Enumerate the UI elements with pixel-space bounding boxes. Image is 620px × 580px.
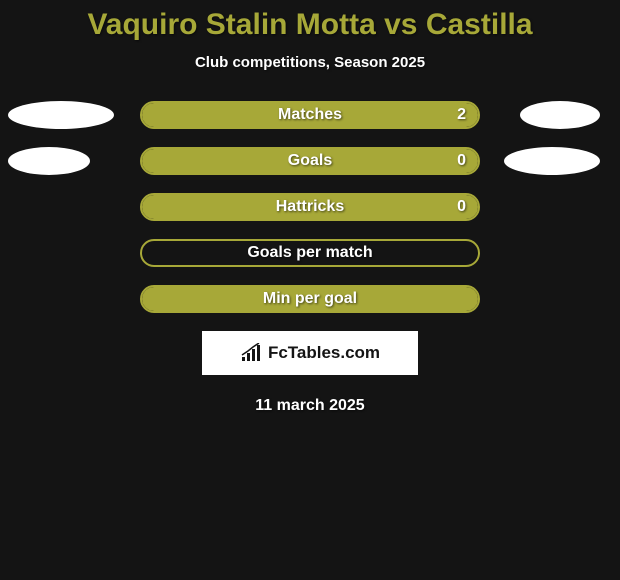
stat-row: Hattricks 0 bbox=[0, 193, 620, 221]
stat-row: Min per goal bbox=[0, 285, 620, 313]
stat-row: Goals per match bbox=[0, 239, 620, 267]
stat-bar: Matches 2 bbox=[140, 101, 480, 129]
stat-value: 0 bbox=[457, 152, 466, 170]
side-blob-right bbox=[504, 147, 600, 175]
side-blob-right bbox=[520, 101, 600, 129]
page-title: Vaquiro Stalin Motta vs Castilla bbox=[87, 8, 532, 42]
chart-icon bbox=[240, 343, 264, 363]
stat-value: 2 bbox=[457, 106, 466, 124]
stat-bar: Hattricks 0 bbox=[140, 193, 480, 221]
stat-row: Goals 0 bbox=[0, 147, 620, 175]
stat-label: Hattricks bbox=[276, 198, 344, 216]
date-label: 11 march 2025 bbox=[255, 397, 364, 415]
side-blob-left bbox=[8, 101, 114, 129]
branding-text: FcTables.com bbox=[268, 343, 380, 363]
stat-bar: Goals 0 bbox=[140, 147, 480, 175]
side-blob-left bbox=[8, 147, 90, 175]
stat-label: Goals per match bbox=[247, 244, 372, 262]
stat-label: Min per goal bbox=[263, 290, 357, 308]
stat-label: Matches bbox=[278, 106, 342, 124]
stat-row: Matches 2 bbox=[0, 101, 620, 129]
page-subtitle: Club competitions, Season 2025 bbox=[195, 54, 425, 71]
stat-label: Goals bbox=[288, 152, 332, 170]
stat-bar: Min per goal bbox=[140, 285, 480, 313]
stat-bar: Goals per match bbox=[140, 239, 480, 267]
branding: FcTables.com bbox=[202, 331, 418, 375]
stat-value: 0 bbox=[457, 198, 466, 216]
stats-container: Matches 2 Goals 0 Hattricks 0 Goals per match M… bbox=[0, 101, 620, 313]
